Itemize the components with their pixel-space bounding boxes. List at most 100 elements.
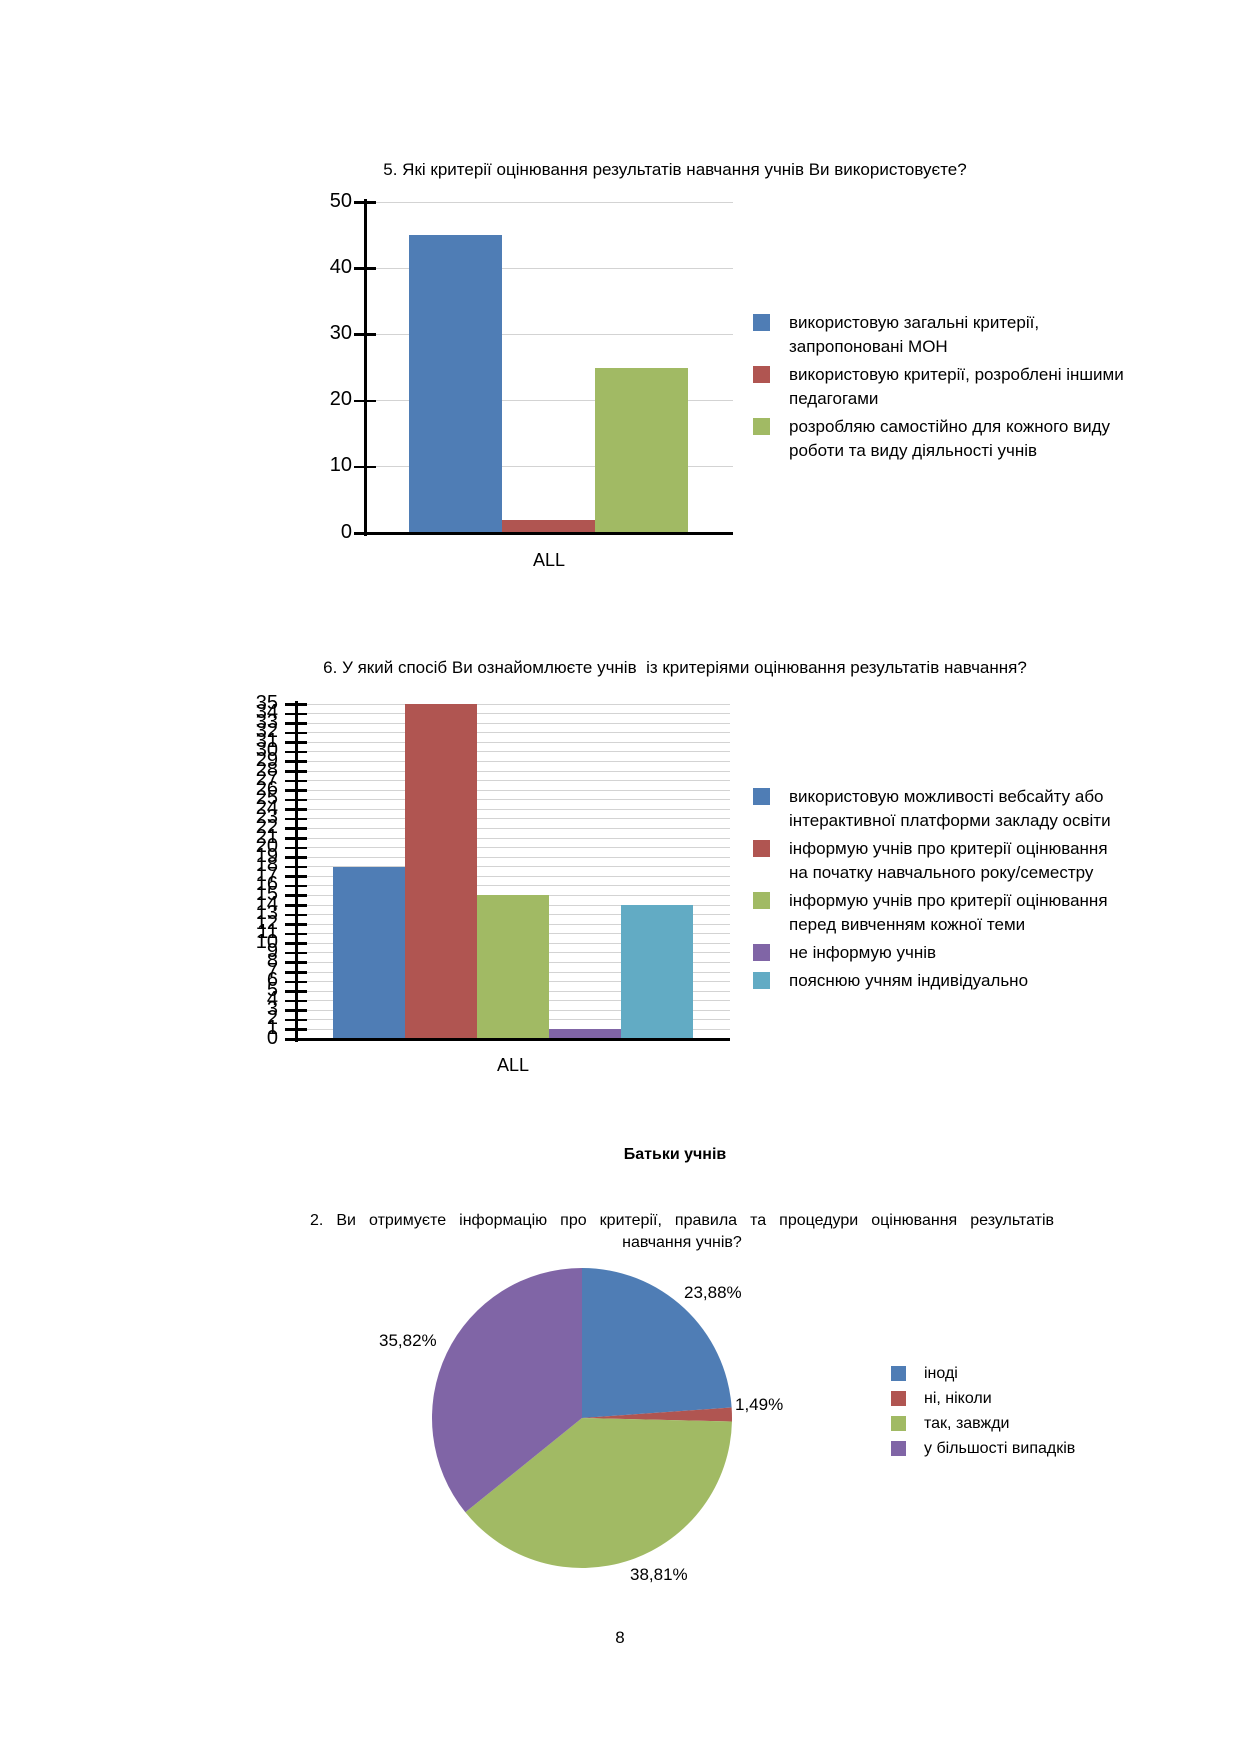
legend-label: так, завжди [924,1415,1010,1432]
legend-item: так, завжди [891,1415,1240,1432]
bar-series-1 [333,866,405,1039]
page-number: 8 [615,1628,625,1647]
legend-label: використовую критерії, розроблені іншими… [789,365,1124,408]
x-axis-line [285,1038,730,1041]
y-axis-line [294,701,298,1042]
y-axis-tick-label: 5 [266,978,278,1001]
gridline [365,466,733,468]
y-axis-tick-label: 30 [329,322,352,344]
legend-swatch [753,366,770,383]
y-axis-tick-label: 17 [255,863,278,886]
y-axis-tick-label: 1 [266,1017,278,1040]
x-axis-line [354,532,733,535]
y-axis-tick-label: 50 [329,189,352,212]
legend-swatch [753,944,770,961]
pie-slice-label-tak-zavzhdy: 38,81% [630,1565,688,1584]
legend-swatch [891,1366,906,1381]
y-axis-tick-label: 12 [255,911,278,934]
legend-swatch [753,840,770,857]
y-axis-tick-label: 11 [257,921,278,944]
y-axis-tick-label: 34 [255,701,278,724]
legend-label: іноді [924,1365,958,1382]
y-axis-tick-label: 9 [266,940,278,963]
gridline [296,818,730,820]
y-axis-line [363,199,367,536]
gridline [296,827,730,829]
chart-q2-parents: 2. Ви отримуєте інформацію про критерії,… [0,1205,1240,1615]
legend-item: іноді [891,1365,1240,1382]
gridline [296,713,730,715]
y-axis-tick-label: 14 [255,892,278,915]
chart-q6-title: 6. У який спосіб Ви ознайомлюєте учнів і… [323,658,1027,677]
gridline [296,770,730,772]
y-axis-tick-label: 8 [266,950,278,973]
y-axis-tick-label: 31 [255,729,278,752]
y-axis-tick-label: 10 [329,454,352,477]
chart-q5-plot-area: 0 10 20 30 40 50 [0,140,1240,630]
legend-swatch [753,418,770,435]
y-axis-tick-label: 28 [255,758,278,781]
gridline [296,866,730,868]
y-axis-tick-label: 20 [255,835,278,858]
pie-slice-2 [582,1407,733,1422]
legend-label: ні, ніколи [924,1390,992,1407]
gridline [296,808,730,810]
chart-q5-title: 5. Які критерії оцінювання результатів н… [383,160,967,179]
y-axis-tick-label: 0 [340,520,352,543]
gridline [296,885,730,887]
y-axis-tick-label: 18 [255,854,278,877]
gridline [296,741,730,743]
chart-q6-x-axis-label: ALL [496,1055,530,1075]
pie-slice-label-ni-nikoly: 1,49% [735,1395,784,1414]
bar-series-3 [595,367,688,533]
legend-swatch [891,1416,906,1431]
y-axis-tick-label: 23 [255,806,278,829]
legend-label: використовую загальні критерії, запропоно… [789,313,1040,356]
bar-series-1 [409,235,502,533]
legend-swatch [891,1441,906,1456]
legend-swatch [753,972,770,989]
gridline [296,751,730,753]
pie-chart [432,1268,733,1568]
legend-item: розробляю самостійно для кожного виду роб… [753,415,1138,463]
legend-swatch [753,788,770,805]
y-axis-tick-label: 19 [255,844,278,867]
section-heading-parents: Батьки учнів [623,1146,727,1163]
gridline [296,837,730,839]
legend-item: використовую можливості вебсайту або інте… [753,785,1138,833]
gridline [365,201,733,203]
legend-item: використовую критерії, розроблені іншими… [753,363,1138,411]
gridline [296,703,730,705]
legend-label: пояснюю учням індивідуально [789,971,1029,990]
y-axis-tick-label: 27 [255,768,278,791]
legend-item: інформую учнів про критерії оцінювання пе… [753,889,1138,937]
gridline [296,760,730,762]
pie-slice-1 [582,1268,732,1418]
chart-q6-legend: використовую можливості вебсайту або інте… [753,785,1138,997]
y-axis-tick-label: 33 [255,710,278,733]
legend-label: використовую можливості вебсайту або інте… [789,787,1111,830]
bar-series-2 [405,704,477,1039]
y-axis-tick-label: 15 [255,883,278,906]
y-axis-tick-label: 0 [266,1026,278,1049]
gridline [365,400,733,402]
chart-q2-legend: іноді ні, ніколи так, завжди у більшості ви… [891,1365,1240,1465]
gridline [296,856,730,858]
y-axis-tick-label: 30 [255,739,278,762]
chart-q5-legend: використовую загальні критерії, запропоно… [753,311,1138,467]
gridline [296,732,730,734]
y-axis-tick-label: 22 [255,816,278,839]
legend-item: інформую учнів про критерії оцінювання на… [753,837,1138,885]
y-axis-tick-label: 25 [255,787,278,810]
y-axis-tick-label: 16 [255,873,278,896]
y-axis-tick-label: 20 [329,388,352,411]
gridline [296,847,730,849]
y-axis-tick-label: 4 [266,988,278,1011]
gridline [296,722,730,724]
y-axis-tick-label: 6 [266,969,278,992]
legend-label: у більшості випадків [924,1440,1076,1457]
bar-series-5 [621,905,693,1039]
gridline [296,789,730,791]
y-axis-tick-label: 10 [255,930,278,953]
